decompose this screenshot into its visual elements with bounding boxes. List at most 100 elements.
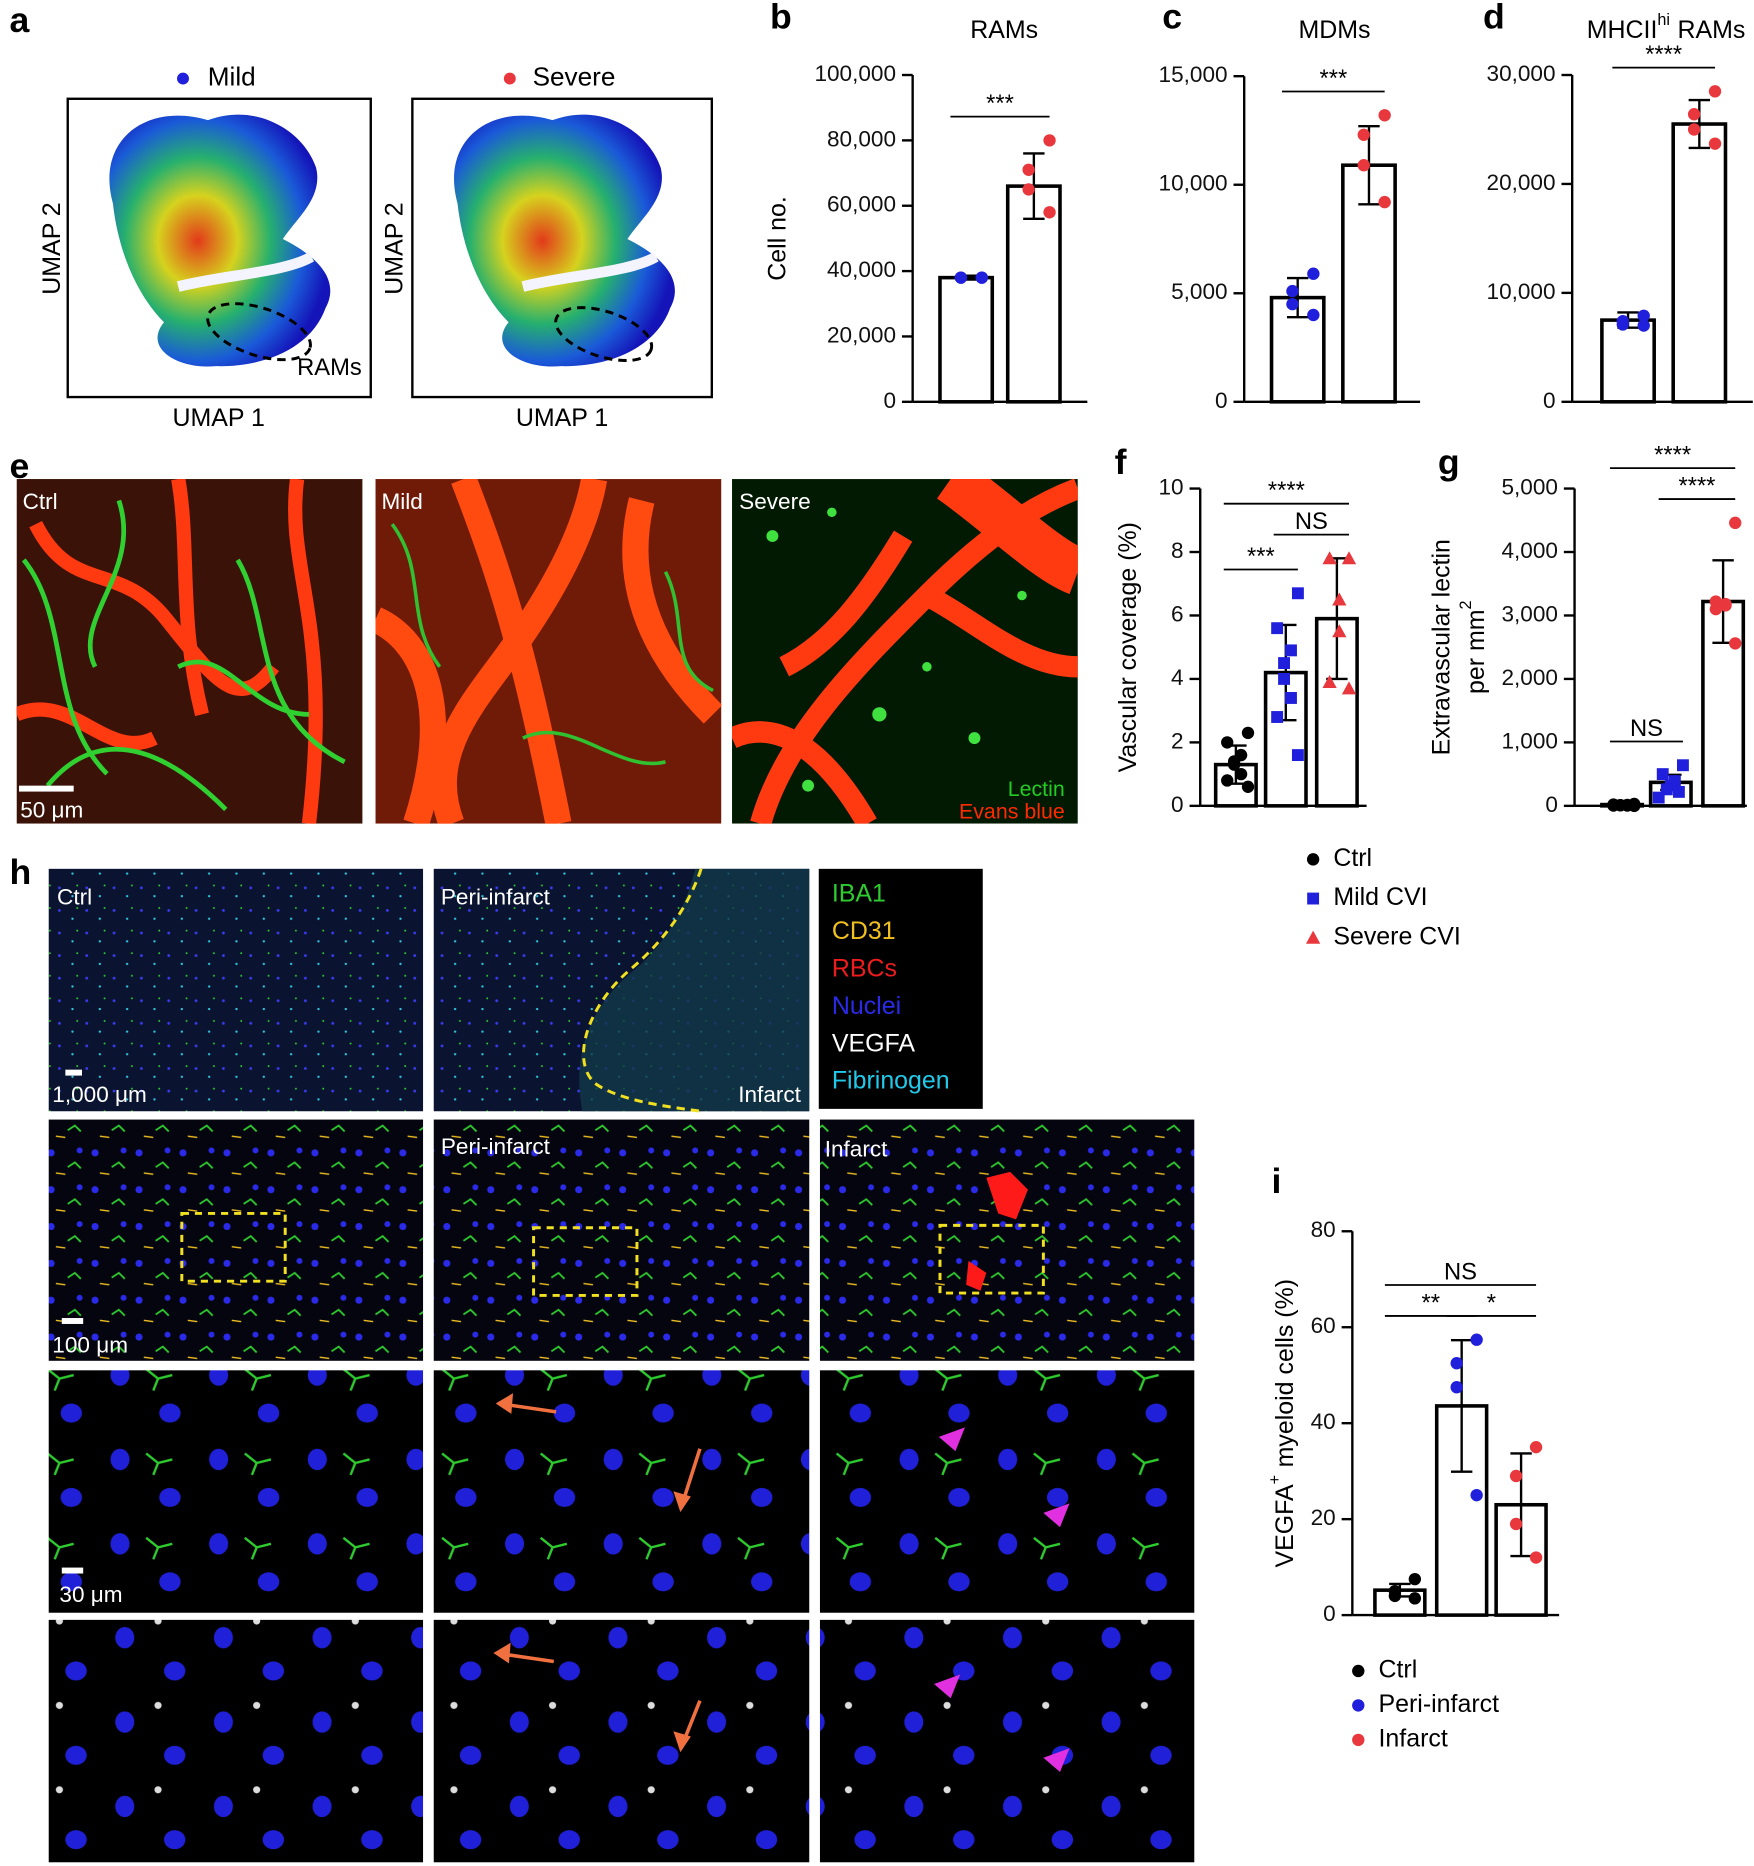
data-point bbox=[1529, 1441, 1543, 1454]
data-point bbox=[1306, 853, 1320, 866]
data-point bbox=[1307, 267, 1320, 280]
data-point bbox=[1022, 163, 1035, 176]
scale-label: 1,000 μm bbox=[52, 1082, 147, 1107]
data-point bbox=[1322, 551, 1337, 565]
data-point bbox=[1307, 308, 1320, 322]
text-part: VEGFA bbox=[1270, 1484, 1298, 1568]
umap-frame bbox=[66, 97, 372, 399]
data-point bbox=[1332, 592, 1347, 606]
y-axis-label: Extravascular lectin bbox=[1427, 539, 1455, 755]
rams-outline bbox=[554, 306, 654, 362]
data-point bbox=[1672, 785, 1685, 798]
data-point bbox=[1285, 644, 1297, 657]
umap-density bbox=[109, 115, 330, 367]
text-part: hi bbox=[1657, 11, 1670, 29]
data-point bbox=[1341, 681, 1357, 695]
panel-letter: b bbox=[770, 0, 792, 37]
significance-label: NS bbox=[1630, 715, 1663, 742]
data-point bbox=[1729, 637, 1742, 650]
data-point bbox=[1305, 930, 1321, 944]
y-tick-label: 15,000 bbox=[1159, 62, 1228, 87]
significance-label: * bbox=[1487, 1289, 1496, 1316]
chart-title: MDMs bbox=[1298, 16, 1370, 44]
y-axis-label: Vascular coverage (%) bbox=[1114, 522, 1142, 772]
y-tick-label: 8 bbox=[1171, 538, 1184, 563]
axis-label: UMAP 2 bbox=[380, 202, 408, 294]
text-part: Cell no. bbox=[763, 196, 791, 281]
bar bbox=[1600, 318, 1656, 404]
y-tick-label: 5,000 bbox=[1501, 475, 1557, 500]
data-point bbox=[1509, 1517, 1523, 1531]
data-point bbox=[1043, 134, 1056, 147]
y-tick-label: 2,000 bbox=[1501, 665, 1557, 690]
data-point bbox=[1341, 551, 1357, 565]
y-tick-label: 2 bbox=[1171, 728, 1184, 753]
scale-label: 100 μm bbox=[52, 1333, 128, 1358]
tissue-image bbox=[433, 1119, 810, 1361]
legend-label: Severe CVI bbox=[1333, 922, 1461, 950]
data-point bbox=[1278, 657, 1291, 670]
data-point bbox=[1271, 622, 1284, 635]
panel-letter: e bbox=[10, 446, 30, 486]
data-point bbox=[1221, 736, 1234, 749]
text-part: RAMs bbox=[970, 16, 1038, 44]
legend-label: Severe bbox=[533, 61, 616, 91]
panel-letter: d bbox=[1483, 0, 1505, 37]
significance-label: *** bbox=[986, 90, 1014, 117]
data-point bbox=[1388, 1589, 1402, 1603]
image-label: Ctrl bbox=[57, 885, 92, 910]
axis-label: UMAP 2 bbox=[38, 202, 66, 294]
data-point bbox=[1450, 1381, 1463, 1394]
chart-title: MHCIIhi RAMs bbox=[1587, 11, 1746, 43]
data-point bbox=[1637, 309, 1650, 322]
y-tick-label: 1,000 bbox=[1501, 728, 1557, 753]
data-point bbox=[1607, 799, 1620, 812]
data-point bbox=[1719, 599, 1732, 612]
data-point bbox=[1637, 319, 1650, 332]
legend-dot bbox=[503, 72, 516, 85]
data-point bbox=[1241, 726, 1255, 740]
rams-outline bbox=[206, 302, 312, 362]
significance-label: **** bbox=[1645, 41, 1682, 68]
tissue-image bbox=[433, 1619, 810, 1863]
panel-letter: i bbox=[1272, 1161, 1282, 1201]
data-point bbox=[1357, 128, 1370, 141]
text-part: myeloid cells (%) bbox=[1270, 1279, 1298, 1467]
umap-frame bbox=[411, 97, 714, 399]
data-point bbox=[1660, 783, 1673, 796]
channel-label: IBA1 bbox=[832, 880, 886, 908]
data-point bbox=[1687, 123, 1701, 136]
data-point bbox=[1227, 758, 1241, 771]
data-point bbox=[954, 271, 968, 284]
legend-dot bbox=[177, 72, 189, 85]
bar bbox=[938, 275, 995, 404]
data-point bbox=[1616, 318, 1629, 331]
y-tick-label: 10,000 bbox=[1159, 171, 1228, 196]
y-tick-label: 5,000 bbox=[1171, 279, 1227, 304]
legend-label: Infarct bbox=[1378, 1724, 1447, 1752]
data-point bbox=[1234, 767, 1248, 781]
channel-label: VEGFA bbox=[832, 1029, 916, 1057]
channel-label: Evans blue bbox=[959, 800, 1065, 824]
data-point bbox=[1529, 1551, 1543, 1564]
region-label: RAMs bbox=[297, 354, 362, 381]
data-point bbox=[1656, 768, 1669, 781]
panel-letter: h bbox=[10, 852, 32, 892]
text-part: RAMs bbox=[1678, 16, 1746, 44]
y-tick-label: 20,000 bbox=[1487, 170, 1556, 195]
channel-legend-box bbox=[818, 868, 983, 1109]
data-point bbox=[1286, 297, 1299, 311]
data-point bbox=[1291, 749, 1304, 762]
y-tick-label: 100,000 bbox=[814, 61, 896, 86]
y-tick-label: 40,000 bbox=[827, 257, 896, 282]
y-tick-label: 0 bbox=[1545, 792, 1558, 817]
data-point bbox=[1676, 759, 1689, 772]
data-point bbox=[1687, 108, 1701, 121]
text-part: Extravascular lectin bbox=[1427, 539, 1455, 755]
y-tick-label: 6 bbox=[1171, 601, 1184, 626]
umap-panel bbox=[66, 97, 714, 399]
significance-label: **** bbox=[1268, 477, 1305, 504]
data-point bbox=[1352, 1733, 1365, 1747]
significance-label: *** bbox=[1319, 65, 1347, 92]
y-tick-label: 0 bbox=[1171, 792, 1184, 817]
